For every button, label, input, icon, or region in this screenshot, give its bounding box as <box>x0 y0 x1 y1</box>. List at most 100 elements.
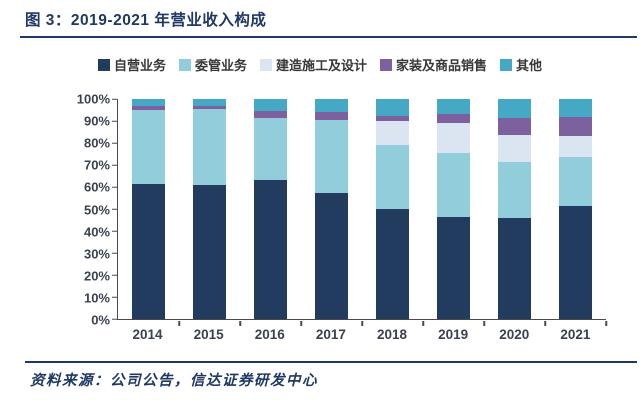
legend-label: 其他 <box>516 58 543 73</box>
y-axis-tick <box>111 164 117 166</box>
bar-segment <box>314 119 349 193</box>
x-axis-label-2014: 2014 <box>132 327 163 342</box>
y-axis-tick <box>111 296 117 298</box>
bar-cell-2016 <box>240 99 301 319</box>
bar-cell-2018 <box>362 99 423 319</box>
x-axis-labels: 2014 2015 2016 2017 2018 2019 2020 2021 <box>117 327 606 342</box>
x-axis-label-2018: 2018 <box>377 327 408 342</box>
stacked-bar-2017 <box>314 99 349 319</box>
y-axis-tick <box>111 318 117 320</box>
legend-swatch-icon <box>259 58 272 71</box>
x-axis-tick <box>361 320 363 326</box>
legend-label: 委管业务 <box>194 58 247 73</box>
legend-swatch-icon <box>97 58 110 71</box>
bar-segment <box>497 135 532 162</box>
bar-segment <box>375 209 410 319</box>
bar-segment <box>375 99 410 116</box>
legend-label: 自营业务 <box>113 58 166 73</box>
bar-segment <box>253 117 288 181</box>
x-axis-label-2021: 2021 <box>560 327 591 342</box>
y-axis-label: 30% <box>83 246 110 262</box>
y-axis-label: 50% <box>83 202 110 217</box>
bar-segment <box>192 108 227 185</box>
bar-segment <box>558 157 593 206</box>
stacked-bar-2020 <box>497 99 532 319</box>
bar-segment <box>314 192 349 319</box>
legend-swatch-icon <box>500 58 513 71</box>
x-axis-tick <box>300 320 302 326</box>
y-axis-tick <box>111 98 117 100</box>
legend-item: 自营业务 <box>97 55 166 74</box>
bar-segment <box>192 99 227 106</box>
x-axis-label-2019: 2019 <box>438 327 469 342</box>
x-axis-label-2017: 2017 <box>315 327 346 342</box>
legend-item: 建造施工及设计 <box>259 55 367 74</box>
bar-segment <box>436 99 471 115</box>
x-axis-label-2020: 2020 <box>499 327 530 342</box>
legend-label: 家装及商品销售 <box>396 58 488 73</box>
bar-segment <box>253 111 288 118</box>
stacked-bar-2014 <box>131 99 166 319</box>
bar-segment <box>558 205 593 319</box>
y-axis-label: 10% <box>83 290 110 306</box>
bar-cell-2021 <box>545 99 606 319</box>
legend-item: 委管业务 <box>178 55 247 74</box>
bar-segment <box>558 136 593 158</box>
x-axis-label-2015: 2015 <box>193 327 224 342</box>
source-text: 资料来源：公司公告，信达证券研发中心 <box>30 373 318 389</box>
y-axis-tick <box>111 208 117 210</box>
bar-segment <box>436 114 471 124</box>
bar-segment <box>558 116 593 137</box>
y-axis-label: 70% <box>83 157 110 173</box>
y-axis-label: 40% <box>83 224 110 240</box>
bar-segment <box>375 145 410 209</box>
bar-segment <box>497 161 532 218</box>
y-axis-labels: 0% 10% 20% 30% 40% 50% 60% 70% 80% 90% 100% <box>0 92 110 328</box>
stacked-bar-2015 <box>192 99 227 319</box>
bar-segment <box>192 184 227 319</box>
bar-segment <box>253 99 288 112</box>
bar-cell-2019 <box>423 99 484 319</box>
bar-segment <box>436 216 471 319</box>
stacked-bar-2016 <box>253 99 288 319</box>
bar-segment <box>375 121 410 146</box>
bar-cell-2017 <box>301 99 362 319</box>
legend-item: 家装及商品销售 <box>380 55 487 74</box>
legend-label: 建造施工及设计 <box>275 58 367 73</box>
y-axis-tick <box>111 120 117 122</box>
bar-segment <box>375 115 410 122</box>
y-axis-label: 0% <box>91 312 110 328</box>
bar-segment <box>314 112 349 120</box>
x-axis-tick <box>605 320 607 326</box>
stacked-bar-2021 <box>558 99 593 319</box>
x-axis-tick <box>422 320 424 326</box>
title-underline <box>20 36 637 38</box>
source-divider <box>25 361 637 363</box>
bar-cell-2020 <box>484 99 545 319</box>
bar-segment <box>558 99 593 117</box>
y-axis-label: 20% <box>83 268 110 284</box>
y-axis-label: 90% <box>83 113 110 129</box>
y-axis-label: 60% <box>83 179 110 195</box>
bar-segment <box>314 99 349 113</box>
bar-segment <box>131 110 166 184</box>
x-axis-tick <box>178 320 180 326</box>
bar-segment <box>497 217 532 319</box>
bar-segment <box>497 99 532 118</box>
legend-swatch-icon <box>178 58 191 71</box>
bar-segment <box>253 180 288 319</box>
legend-swatch-icon <box>380 58 392 71</box>
x-axis-tick <box>239 320 241 326</box>
x-axis-tick <box>483 320 485 326</box>
y-axis-tick <box>111 186 117 188</box>
legend: 自营业务 委管业务 建造施工及设计 家装及商品销售 其他 <box>0 55 640 74</box>
y-axis-tick <box>111 274 117 276</box>
bar-segment <box>497 117 532 136</box>
y-axis-label: 100% <box>76 91 110 107</box>
bar-segment <box>436 152 471 217</box>
bar-segment <box>131 183 166 319</box>
bar-segment <box>131 99 166 106</box>
x-axis-label-2016: 2016 <box>254 327 285 342</box>
x-axis-tick <box>544 320 546 326</box>
